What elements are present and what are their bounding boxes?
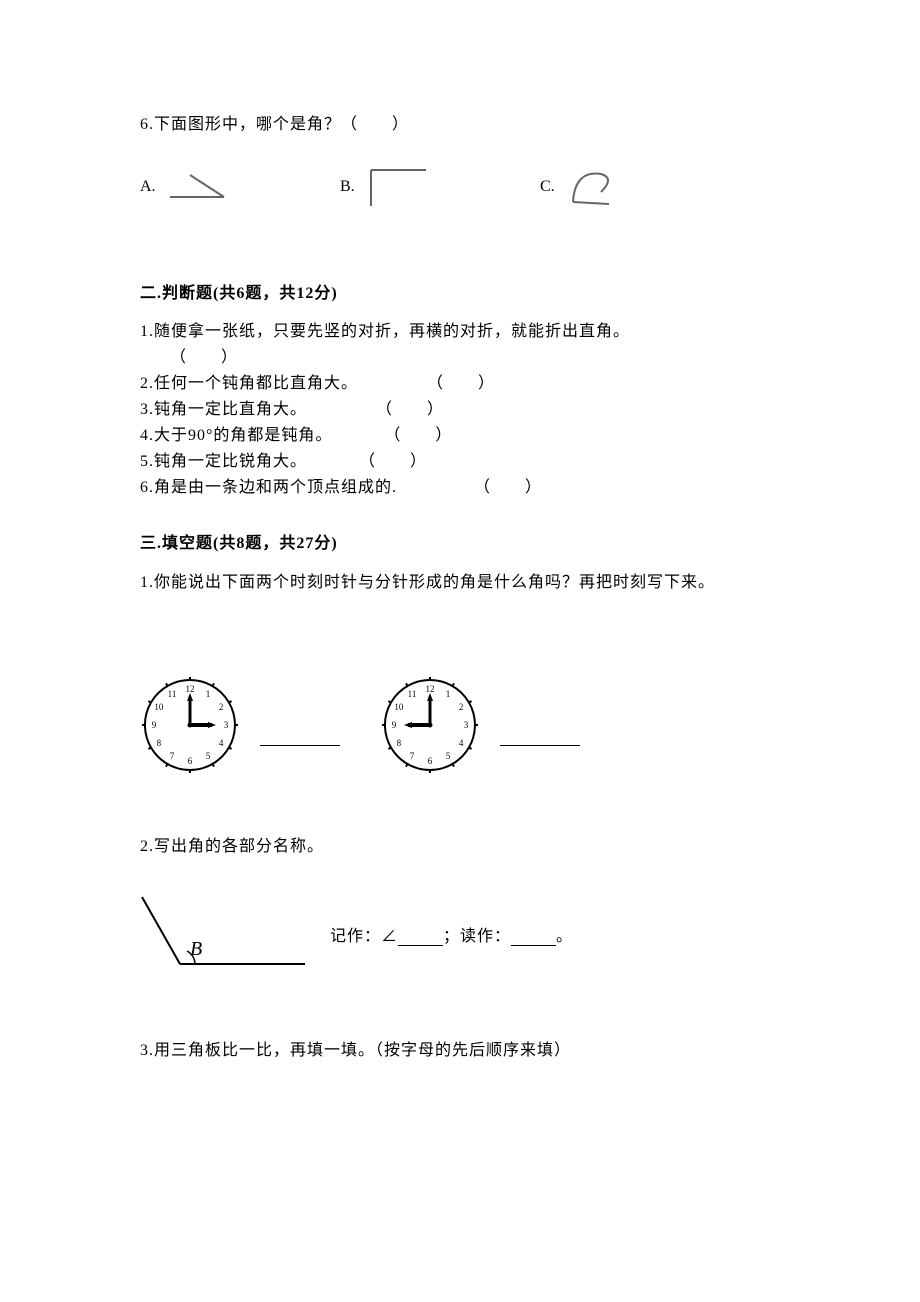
q6-option-a-label: A. — [140, 178, 156, 196]
svg-text:8: 8 — [397, 738, 402, 748]
clock-2: 121234567891011 — [380, 675, 480, 775]
svg-text:4: 4 — [219, 738, 224, 748]
q6-option-c-label: C. — [540, 178, 555, 196]
clock-1: 121234567891011 — [140, 675, 240, 775]
svg-text:3: 3 — [224, 720, 229, 730]
clock-2-blank[interactable] — [500, 745, 580, 746]
q2-mid: ；读作： — [443, 928, 511, 945]
q6-option-a: A. — [140, 167, 340, 207]
section2-title: 二.判断题(共6题，共12分) — [140, 279, 790, 303]
fill-q2-title: 2.写出角的各部分名称。 — [140, 835, 790, 859]
angle-b-text: 记作：∠ ；读作： 。 — [330, 922, 573, 946]
svg-text:11: 11 — [408, 689, 417, 699]
angle-b-diagram: B — [140, 889, 310, 979]
q2-pre: 记作：∠ — [330, 928, 398, 945]
judge-item-3: 3.钝角一定比直角大。 （ ） — [140, 397, 790, 423]
section3-title: 三.填空题(共8题，共27分) — [140, 529, 790, 553]
clock-row: 121234567891011 121234567891011 — [140, 675, 790, 775]
svg-text:9: 9 — [392, 720, 397, 730]
svg-text:9: 9 — [152, 720, 157, 730]
angle-shape-c-icon — [561, 164, 621, 209]
fill-q3: 3.用三角板比一比，再填一填。（按字母的先后顺序来填） — [140, 1039, 790, 1063]
fill-q1: 1.你能说出下面两个时刻时针与分针形成的角是什么角吗？再把时刻写下来。 — [140, 571, 790, 595]
q6-options-row: A. B. C. — [140, 164, 790, 209]
clock-1-blank[interactable] — [260, 745, 340, 746]
svg-text:5: 5 — [446, 751, 451, 761]
svg-text:10: 10 — [394, 702, 404, 712]
q2-post: 。 — [556, 928, 573, 945]
angle-shape-b-icon — [361, 164, 431, 209]
svg-text:5: 5 — [206, 751, 211, 761]
judge-item-1: 1.随便拿一张纸，只要先竖的对折，再横的对折，就能折出直角。 — [140, 319, 790, 345]
q6-option-b: B. — [340, 164, 540, 209]
svg-text:2: 2 — [459, 702, 464, 712]
q6-option-b-label: B. — [340, 178, 355, 196]
svg-text:12: 12 — [186, 684, 195, 694]
judge-item-4: 4.大于90°的角都是钝角。 （ ） — [140, 423, 790, 449]
svg-text:11: 11 — [168, 689, 177, 699]
svg-text:10: 10 — [154, 702, 164, 712]
clock-1-icon: 121234567891011 — [140, 675, 240, 775]
svg-text:6: 6 — [188, 756, 193, 766]
clock-2-icon: 121234567891011 — [380, 675, 480, 775]
q6-prompt: 6.下面图形中，哪个是角？（ ） — [140, 110, 790, 134]
angle-row: B 记作：∠ ；读作： 。 — [140, 889, 790, 979]
svg-text:8: 8 — [157, 738, 162, 748]
q2-blank-1[interactable] — [398, 929, 443, 946]
svg-text:7: 7 — [170, 751, 175, 761]
angle-b-icon: B — [140, 889, 310, 979]
judge-item-2: 2.任何一个钝角都比直角大。 （ ） — [140, 371, 790, 397]
judge-item-6: 6.角是由一条边和两个顶点组成的. （ ） — [140, 475, 790, 501]
svg-text:12: 12 — [426, 684, 435, 694]
svg-text:3: 3 — [464, 720, 469, 730]
q6-option-c: C. — [540, 164, 621, 209]
angle-b-label: B — [190, 938, 202, 960]
judge-list: 1.随便拿一张纸，只要先竖的对折，再横的对折，就能折出直角。 （ ） 2.任何一… — [140, 319, 790, 501]
angle-shape-a-icon — [162, 167, 232, 207]
svg-text:4: 4 — [459, 738, 464, 748]
svg-text:1: 1 — [206, 689, 211, 699]
judge-item-1b: （ ） — [140, 345, 790, 371]
worksheet-page: 6.下面图形中，哪个是角？（ ） A. B. C. 二.判断题(共6题，共12分… — [0, 0, 920, 1135]
judge-item-5: 5.钝角一定比锐角大。 （ ） — [140, 449, 790, 475]
svg-text:6: 6 — [428, 756, 433, 766]
svg-text:2: 2 — [219, 702, 224, 712]
q2-blank-2[interactable] — [511, 929, 556, 946]
svg-text:1: 1 — [446, 689, 451, 699]
svg-text:7: 7 — [410, 751, 415, 761]
